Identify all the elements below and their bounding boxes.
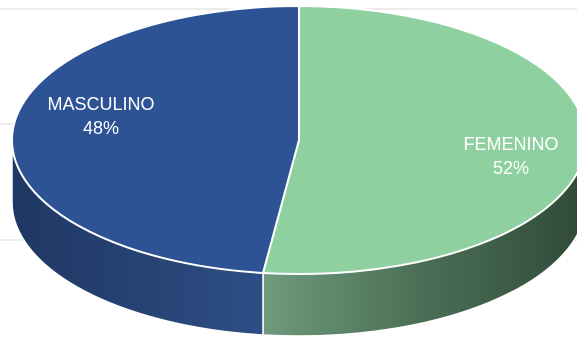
- slice-label-femenino: FEMENINO: [463, 134, 558, 154]
- pie-top-faces: [11, 5, 577, 275]
- slice-top-femenino: [262, 5, 577, 275]
- slice-percent-femenino: 52%: [493, 158, 529, 178]
- slice-label-masculino: MASCULINO: [47, 94, 154, 114]
- slice-percent-masculino: 48%: [83, 118, 119, 138]
- slice-top-masculino: [11, 5, 300, 274]
- pie-labels: MASCULINO 48% FEMENINO 52%: [47, 94, 558, 178]
